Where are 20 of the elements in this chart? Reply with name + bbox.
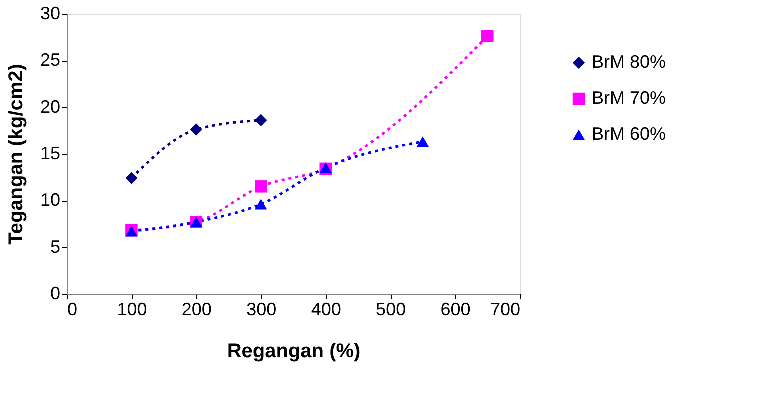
y-tick-label: 25 (40, 50, 60, 70)
y-axis-title: Tegangan (kg/cm2) (5, 64, 28, 245)
legend-label: BrM 80% (592, 52, 666, 72)
y-tick-label: 15 (40, 144, 60, 164)
x-tick-label: 200 (182, 300, 212, 320)
legend-label: BrM 70% (592, 88, 666, 108)
x-tick-label: 500 (376, 300, 406, 320)
y-tick-label: 5 (50, 236, 60, 257)
x-tick-label: 400 (311, 300, 342, 320)
x-tick-label: 0 (68, 300, 78, 320)
x-tick-label: 300 (246, 300, 277, 320)
y-tick-label: 10 (40, 190, 60, 210)
x-tick-label: 100 (117, 300, 148, 320)
y-tick-label: 20 (40, 96, 60, 117)
y-tick-label: 0 (50, 284, 60, 304)
x-tick-label: 700 (490, 300, 520, 320)
legend-label: BrM 60% (592, 124, 666, 144)
y-tick-label: 30 (40, 4, 60, 24)
x-tick-label: 600 (440, 300, 471, 320)
x-axis-title: Regangan (%) (227, 340, 361, 362)
